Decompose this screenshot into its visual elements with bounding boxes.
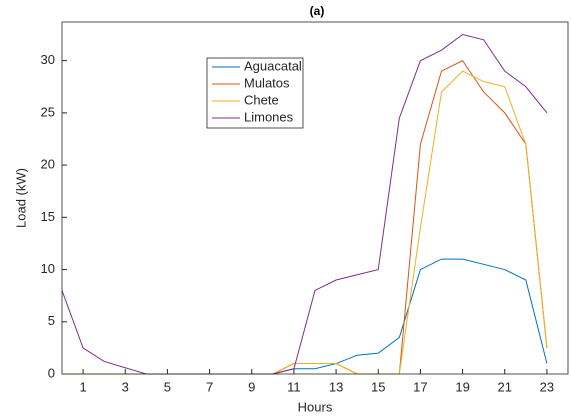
y-tick-label: 15 <box>41 209 55 224</box>
x-tick-label: 19 <box>455 379 469 394</box>
x-axis-label: Hours <box>298 399 333 414</box>
y-axis-label: Load (kW) <box>13 168 28 228</box>
x-tick-label: 7 <box>206 379 213 394</box>
legend-label: Limones <box>244 109 294 124</box>
x-tick-label: 23 <box>540 379 554 394</box>
x-tick-label: 11 <box>287 379 301 394</box>
x-tick-label: 9 <box>248 379 255 394</box>
series-line <box>61 33 548 375</box>
legend-label: Chete <box>244 92 279 107</box>
y-tick-label: 25 <box>41 104 55 119</box>
x-tick-label: 17 <box>413 379 427 394</box>
x-tick-label: 3 <box>122 379 129 394</box>
plot-area <box>62 22 568 374</box>
legend-box <box>206 57 304 129</box>
x-tick-label: 5 <box>164 379 171 394</box>
x-tick-label: 21 <box>498 379 512 394</box>
x-tick-label: 15 <box>371 379 385 394</box>
legend-label: Mulatos <box>244 75 290 90</box>
y-tick-label: 10 <box>41 261 55 276</box>
axes-box <box>61 21 569 375</box>
chart-title: (a) <box>310 4 325 18</box>
y-tick-label: 30 <box>41 52 55 67</box>
y-tick-label: 0 <box>48 365 55 380</box>
y-tick-label: 20 <box>41 157 55 172</box>
y-tick-label: 5 <box>48 313 55 328</box>
legend-label: Aguacatal <box>244 58 302 73</box>
x-tick-label: 1 <box>79 379 86 394</box>
x-tick-label: 13 <box>329 379 343 394</box>
